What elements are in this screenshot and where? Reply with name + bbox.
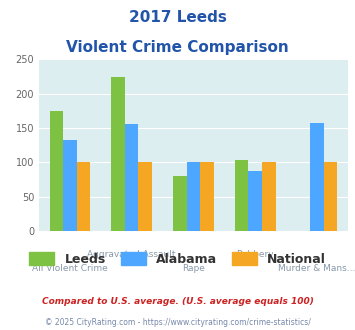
- Text: Violent Crime Comparison: Violent Crime Comparison: [66, 40, 289, 54]
- Bar: [125, 124, 138, 231]
- Bar: [200, 162, 214, 231]
- Bar: [50, 111, 63, 231]
- Text: All Violent Crime: All Violent Crime: [32, 264, 108, 273]
- Bar: [235, 160, 248, 231]
- Bar: [173, 176, 187, 231]
- Text: Compared to U.S. average. (U.S. average equals 100): Compared to U.S. average. (U.S. average …: [42, 297, 313, 306]
- Text: © 2025 CityRating.com - https://www.cityrating.com/crime-statistics/: © 2025 CityRating.com - https://www.city…: [45, 318, 310, 327]
- Text: 2017 Leeds: 2017 Leeds: [129, 10, 226, 25]
- Bar: [111, 77, 125, 231]
- Bar: [63, 140, 77, 231]
- Bar: [262, 162, 275, 231]
- Text: Murder & Mans...: Murder & Mans...: [278, 264, 355, 273]
- Bar: [138, 162, 152, 231]
- Bar: [310, 122, 324, 231]
- Bar: [77, 162, 90, 231]
- Text: Aggravated Assault: Aggravated Assault: [87, 250, 176, 259]
- Bar: [324, 162, 337, 231]
- Bar: [248, 171, 262, 231]
- Text: Robbery: Robbery: [236, 250, 274, 259]
- Text: Rape: Rape: [182, 264, 205, 273]
- Bar: [187, 162, 200, 231]
- Legend: Leeds, Alabama, National: Leeds, Alabama, National: [24, 247, 331, 271]
